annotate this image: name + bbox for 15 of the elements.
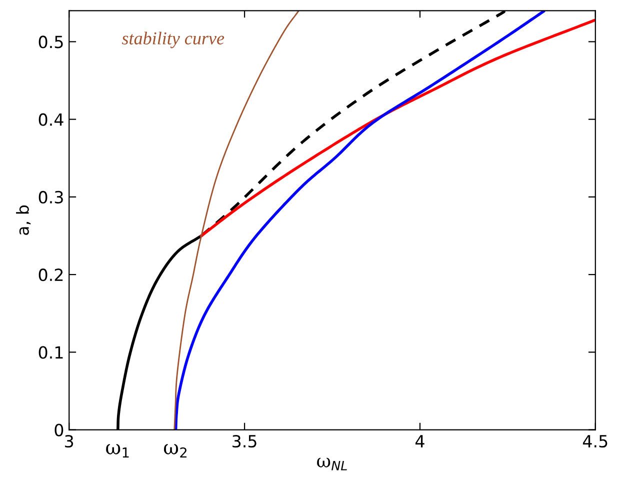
- x-tick-label: 4.5: [582, 435, 608, 448]
- x-axis-title: ω$_{NL}$: [317, 458, 347, 470]
- y-tick-label: 0.5: [38, 36, 63, 48]
- y-axis-title: a, b: [16, 205, 31, 235]
- x-tick-label: 4: [415, 435, 424, 448]
- y-tick-label: 0: [54, 424, 64, 436]
- y-tick-label: 0.4: [38, 113, 64, 126]
- annotation: stability curve: [122, 32, 224, 48]
- x-tick-label: 3: [65, 434, 74, 448]
- annotation: ω$_{1}$: [106, 444, 129, 458]
- annotation: ω$_{2}$: [164, 444, 186, 458]
- y-tick-label: 0.3: [38, 190, 63, 204]
- y-tick-label: 0.2: [38, 268, 63, 282]
- x-tick-label: 3.5: [232, 434, 256, 448]
- y-tick-label: 0.1: [38, 346, 63, 359]
